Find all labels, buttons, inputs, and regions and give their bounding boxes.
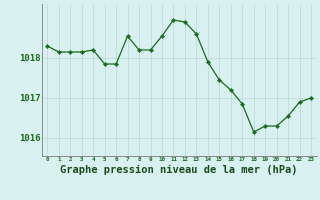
X-axis label: Graphe pression niveau de la mer (hPa): Graphe pression niveau de la mer (hPa) [60,165,298,175]
